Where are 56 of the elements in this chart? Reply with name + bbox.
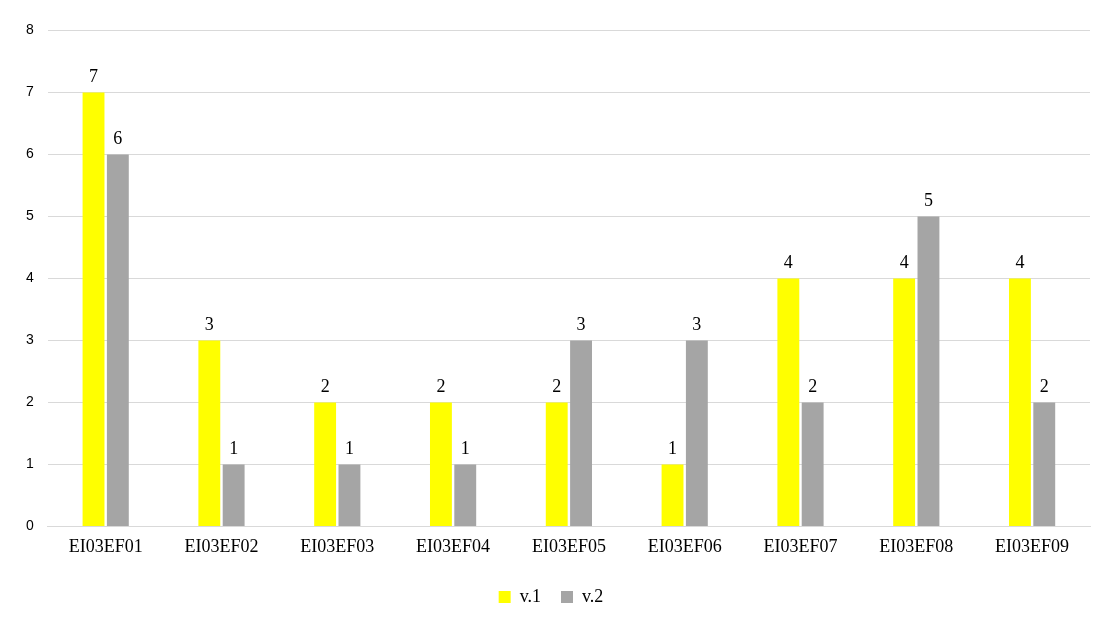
y-tick-label: 3 (25, 331, 34, 348)
data-label: 5 (923, 190, 933, 211)
data-label: 3 (576, 314, 586, 335)
data-label: 3 (204, 314, 214, 335)
data-label: 6 (113, 128, 123, 149)
y-tick-label: 5 (25, 207, 34, 224)
bar (661, 464, 684, 526)
data-label: 1 (460, 438, 470, 459)
data-label: 1 (229, 438, 239, 459)
x-tick-label: EI03EF07 (763, 535, 838, 556)
bar (338, 464, 361, 526)
data-label: 2 (808, 376, 818, 397)
bar (685, 340, 708, 526)
data-label: 2 (320, 376, 330, 397)
x-tick-label: EI03EF09 (995, 535, 1070, 556)
bar (545, 402, 568, 526)
x-tick-label: EI03EF04 (416, 535, 491, 556)
bar (570, 340, 592, 526)
x-tick-label: EI03EF05 (531, 535, 606, 556)
data-label: 4 (783, 252, 793, 273)
data-label: 7 (89, 66, 99, 87)
bar (777, 278, 800, 526)
bar (314, 402, 337, 526)
x-tick-label: EI03EF06 (647, 535, 722, 556)
data-label: 4 (1015, 252, 1025, 273)
data-label: 2 (552, 376, 562, 397)
y-tick-label: 6 (25, 145, 34, 162)
bar (801, 402, 824, 526)
bar (82, 92, 105, 526)
x-tick-label: EI03EF03 (300, 535, 375, 556)
y-tick-label: 0 (25, 517, 34, 534)
bar (106, 154, 129, 526)
bar (893, 278, 916, 526)
legend-label: v.1 (519, 585, 542, 606)
y-tick-label: 8 (25, 21, 34, 38)
legend-label: v.2 (582, 585, 604, 606)
bar (1033, 402, 1056, 526)
x-tick-label: EI03EF02 (184, 535, 259, 556)
data-label: 1 (344, 438, 354, 459)
data-label: 3 (692, 314, 702, 335)
data-label: 1 (668, 438, 678, 459)
x-tick-label: EI03EF01 (68, 535, 143, 556)
y-tick-label: 7 (25, 83, 34, 100)
bar (222, 464, 245, 526)
x-tick-label: EI03EF08 (879, 535, 954, 556)
bar (454, 464, 477, 526)
bar (198, 340, 221, 526)
y-tick-label: 1 (25, 455, 34, 472)
bar (917, 216, 940, 526)
bar (1009, 278, 1031, 526)
y-tick-label: 2 (25, 393, 34, 410)
bar (429, 402, 452, 526)
data-label: 2 (1039, 376, 1049, 397)
y-tick-label: 4 (25, 269, 34, 286)
data-label: 2 (436, 376, 446, 397)
data-label: 4 (899, 252, 909, 273)
